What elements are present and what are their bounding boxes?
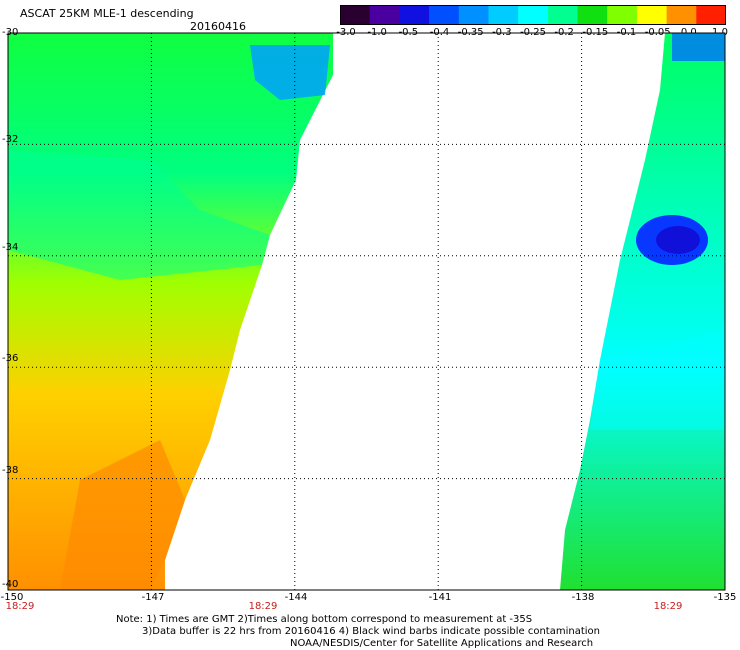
lon-label-147: -147 [141,592,165,603]
time-label-middle: 18:29 [248,601,278,612]
lat-label-40: -40 [2,579,19,590]
colorbar-frame [340,5,726,25]
lon-label-135: -135 [713,592,737,603]
lon-label-138: -138 [571,592,595,603]
east-swath-blue-corner [672,33,725,61]
colorbar-segment [399,5,430,25]
colorbar-segment [607,5,638,25]
map-grid [8,33,725,590]
colorbar-segment [488,5,519,25]
note-line-1: Note: 1) Times are GMT 2)Times along bot… [116,614,533,625]
note-line-2: 3)Data buffer is 22 hrs from 20160416 4)… [142,626,600,637]
colorbar [340,5,726,25]
colorbar-segment [666,5,697,25]
lon-label-144: -144 [284,592,308,603]
lat-label-32: -32 [2,134,19,145]
colorbar-segment [369,5,400,25]
east-swath-cyan-band [590,330,725,430]
time-label-west: 18:29 [5,601,35,612]
map-date: 20160416 [190,20,246,33]
colorbar-segment [577,5,608,25]
lon-label-150: -150 [0,592,24,603]
colorbar-segment [340,5,371,25]
colorbar-segment [458,5,489,25]
east-swath-low-region-core [656,226,700,254]
lat-label-38: -38 [2,465,19,476]
lat-label-36: -36 [2,353,19,364]
colorbar-segment [518,5,549,25]
west-swath-blue-patch [250,45,330,100]
lat-label-34: -34 [2,242,19,253]
colorbar-segment [547,5,579,25]
west-swath-warm-core [60,440,185,590]
east-swath [560,33,725,590]
lat-label-30: -30 [2,27,19,38]
map-title: ASCAT 25KM MLE-1 descending [20,7,194,20]
colorbar-segment [636,5,668,25]
map-frame [7,32,726,591]
colorbar-segment [429,5,460,25]
time-label-east: 18:29 [653,601,683,612]
lon-label-141: -141 [428,592,452,603]
note-line-3: NOAA/NESDIS/Center for Satellite Applica… [290,638,594,649]
colorbar-segment [696,5,726,25]
west-swath-cyan-band [8,150,270,280]
